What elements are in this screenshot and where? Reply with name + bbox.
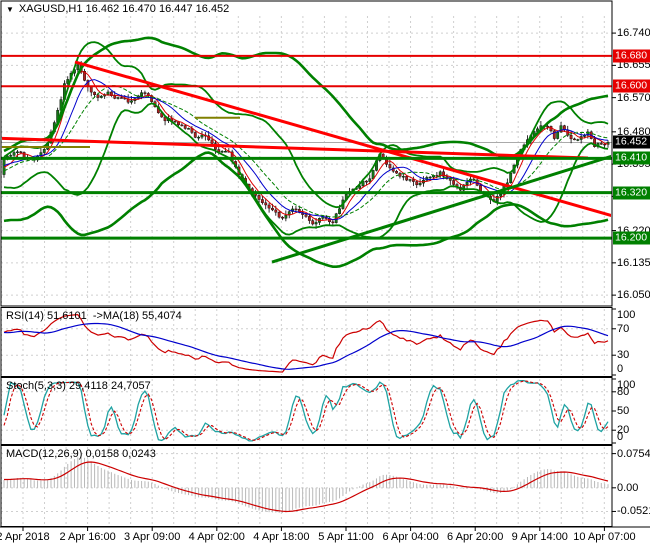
rsi-panel-label: RSI(14) 51,6101 ->MA(18) 55,4074 [6, 310, 182, 322]
chart-title-text: XAGUSD,H1 16.462 16.470 16.447 16.452 [18, 3, 230, 15]
rsi-scale-label: 30 [617, 349, 630, 362]
time-axis-label: 6 Apr 04:00 [382, 531, 439, 543]
time-axis-label: 2 Apr 16:00 [59, 531, 116, 543]
rsi-scale-label: 100 [617, 309, 636, 321]
price-axis-tick-label: 16.050 [617, 289, 650, 302]
stoch-scale-label: 20 [617, 424, 630, 437]
price-level-badge: 16.200 [613, 231, 650, 245]
macd-scale-label: -0.0521 [617, 505, 650, 518]
stoch-panel-label: Stoch(5,3,3) 29,4118 24,7057 [6, 380, 151, 392]
time-axis-label: 4 Apr 18:00 [253, 531, 310, 543]
time-axis-label: 6 Apr 20:00 [447, 531, 504, 543]
price-axis-tick-label: 16.740 [617, 27, 650, 40]
time-axis-label: 4 Apr 02:00 [188, 531, 245, 543]
price-level-badge: 16.410 [613, 151, 650, 165]
stoch-scale-label: 50 [617, 405, 630, 417]
price-axis-tick-label: 16.570 [617, 91, 650, 104]
time-axis-label: 3 Apr 09:00 [124, 531, 181, 543]
stoch-scale-label: 0 [617, 431, 624, 443]
rsi-scale-label: 0 [617, 363, 624, 375]
price-level-badge: 16.452 [613, 135, 650, 149]
symbol-dropdown-icon: ▼ [6, 4, 14, 14]
rsi-scale-label: 70 [617, 322, 630, 335]
macd-scale-label: 0.00 [617, 481, 639, 494]
price-level-badge: 16.600 [613, 79, 650, 93]
price-level-badge: 16.680 [613, 49, 650, 63]
price-level-badge: 16.320 [613, 186, 650, 200]
stoch-scale-label: 80 [617, 385, 630, 398]
macd-scale-label: 0.0754 [617, 447, 650, 460]
price-axis-tick-label: 16.135 [617, 256, 650, 269]
price-axis-tick-label: 16.480 [617, 125, 650, 138]
stoch-scale-label: 100 [617, 379, 636, 391]
chart-title: ▼ XAGUSD,H1 16.462 16.470 16.447 16.452 [6, 3, 229, 15]
macd-panel-label: MACD(12,26,9) 0,0158 0,0243 [6, 448, 156, 460]
time-axis-label: 10 Apr 07:00 [573, 531, 636, 543]
time-axis-label: 9 Apr 14:00 [511, 531, 568, 543]
time-axis-label: 2 Apr 2018 [0, 531, 50, 543]
time-axis-label: 5 Apr 11:00 [318, 531, 374, 543]
